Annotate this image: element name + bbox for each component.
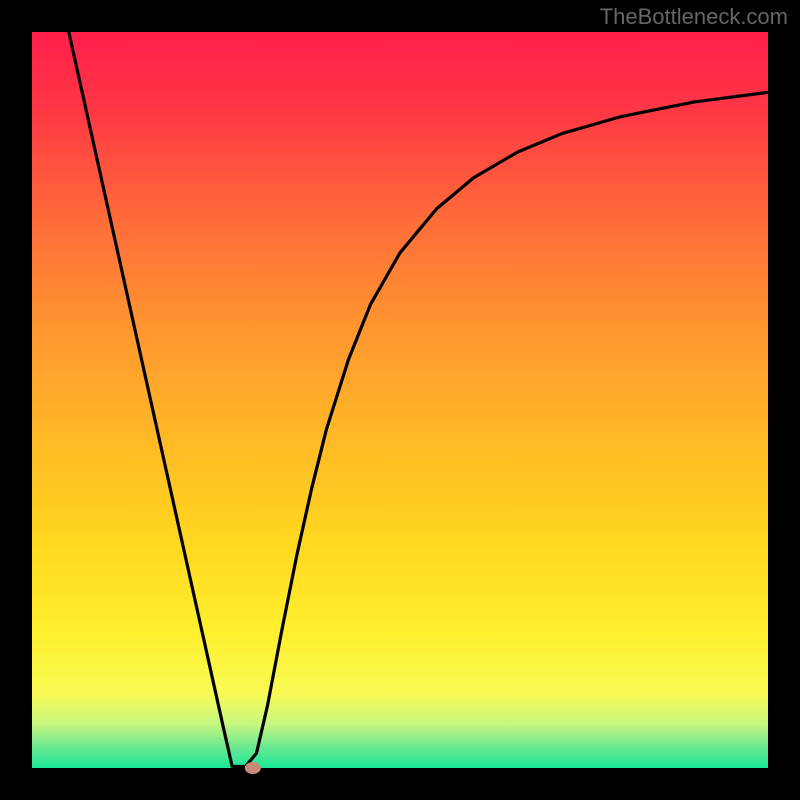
- chart-svg: [0, 0, 800, 800]
- watermark-text: TheBottleneck.com: [600, 4, 788, 30]
- chart-plot-area: [32, 32, 768, 768]
- optimal-point-marker: [245, 762, 261, 774]
- bottleneck-chart: TheBottleneck.com: [0, 0, 800, 800]
